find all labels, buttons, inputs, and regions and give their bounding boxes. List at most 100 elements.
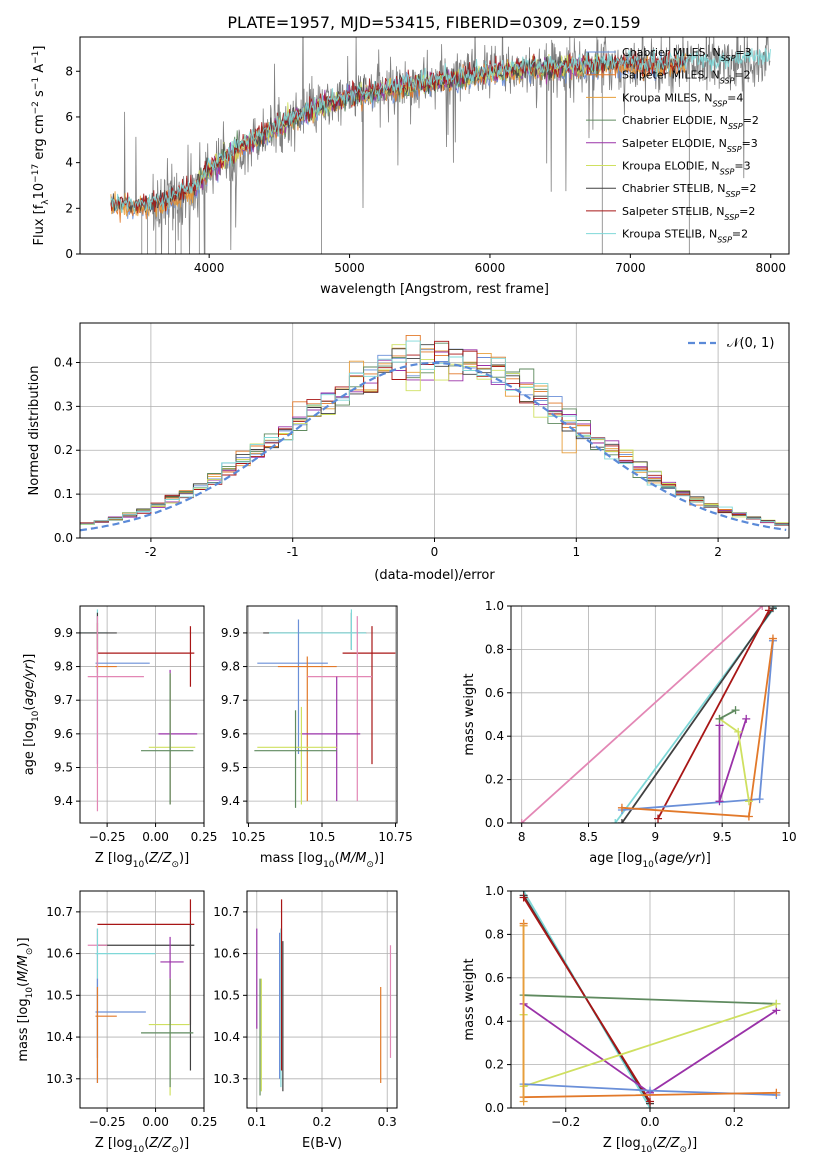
y-tick-label: 10.3 (213, 1072, 240, 1086)
axes-frame (79, 890, 205, 1109)
legend-entry: Salpeter STELIB, NSSP=2 (622, 205, 755, 222)
x-tick-label: −0.25 (89, 1115, 126, 1129)
panel-mass_weight_vs_age: 8 8.5 9 9.5 10 0.0 0.2 0.4 0.6 0.8 1.0 mass weight a… (462, 599, 797, 870)
x-tick-label: 1 (572, 545, 580, 559)
series-salpeter_stelib (654, 606, 773, 823)
y-tick-label: 10.5 (46, 988, 73, 1002)
series-marker (772, 1088, 781, 1097)
y-tick-label: 0.6 (485, 971, 504, 985)
series-marker (742, 714, 751, 723)
x-tick-label: 5000 (334, 261, 365, 275)
legend-entry: Salpeter ELODIE, NSSP=3 (622, 137, 758, 154)
y-tick-label: 6 (65, 110, 73, 124)
series-line (522, 897, 651, 1102)
y-tick-label: 10.7 (46, 905, 73, 919)
x-tick-label: 9 (652, 830, 660, 844)
y-tick-label: 0.2 (485, 773, 504, 787)
panel-age_vs_Z: −0.25 0.00 0.25 9.4 9.5 9.6 9.7 9.8 9.9 Z [log10(… (22, 605, 218, 870)
y-tick-label: 0.0 (485, 1101, 504, 1115)
figure-title: PLATE=1957, MJD=53415, FIBERID=0309, z=0… (227, 13, 640, 32)
normal-curve (80, 361, 787, 532)
y-tick-label: 9.6 (54, 727, 73, 741)
series-marker (744, 797, 753, 806)
plot-area (254, 609, 396, 808)
x-axis-label: Z [log10(Z/Z⊙)] (603, 1136, 697, 1155)
x-tick-label: 0.25 (191, 1115, 218, 1129)
series-marker (519, 1097, 528, 1106)
legend-entry: Kroupa ELODIE, NSSP=3 (622, 160, 751, 177)
y-axis-label: Normed distribution (27, 366, 42, 496)
series-marker (744, 812, 753, 821)
series-pink (517, 606, 767, 823)
legend-entry: Kroupa STELIB, NSSP=2 (622, 228, 748, 245)
panel-residuals: -2 -1 0 1 2 0.0 0.1 0.2 0.3 0.4 (data-model)/error… (27, 322, 790, 583)
panel-mass_weight_vs_Z: −0.2 0.0 0.2 0.0 0.2 0.4 0.6 0.8 1.0 mass weight Z… (462, 884, 790, 1155)
plot-area (517, 606, 780, 823)
errorbar-point (257, 619, 328, 755)
x-axis-label: wavelength [Angstrom, rest frame] (320, 282, 549, 297)
y-tick-label: 9.6 (221, 727, 240, 741)
series-salpeter_elodie (715, 714, 751, 806)
series-marker (611, 819, 620, 823)
y-tick-label: 8 (65, 64, 73, 78)
x-tick-label: 6000 (475, 261, 506, 275)
y-tick-label: 9.7 (54, 693, 73, 707)
series-marker (646, 1086, 654, 1095)
series-line (523, 994, 777, 1005)
x-tick-label: 0.0 (640, 1115, 659, 1129)
x-tick-label: 4000 (194, 261, 225, 275)
series-marker (731, 706, 740, 715)
x-tick-label: 0.2 (725, 1115, 744, 1129)
series-marker (519, 921, 528, 930)
plot-area (256, 899, 392, 1096)
y-tick-label: 0.8 (485, 642, 504, 656)
series-marker (764, 606, 773, 615)
x-tick-label: 0.00 (142, 1115, 169, 1129)
series-marker (617, 819, 626, 823)
x-tick-label: 0.25 (191, 830, 218, 844)
y-tick-label: 0.0 (485, 816, 504, 830)
plot-area (87, 899, 195, 1096)
legend-entry: Chabrier MILES, NSSP=3 (622, 46, 752, 63)
x-tick-label: 8.5 (579, 830, 598, 844)
y-tick-label: 10.5 (213, 988, 240, 1002)
y-axis-label: age [log10(age/yr)] (22, 654, 41, 776)
axes-frame (79, 605, 205, 824)
x-tick-label: −0.2 (551, 1115, 580, 1129)
x-tick-label: 10.75 (378, 830, 412, 844)
panel-mass_vs_Z: −0.25 0.00 0.25 10.3 10.4 10.5 10.6 10.7 Z [log1… (16, 890, 218, 1155)
legend-entry: Chabrier ELODIE, NSSP=2 (622, 114, 759, 131)
errorbar-point (307, 616, 372, 802)
series-line (657, 609, 770, 820)
x-tick-label: -2 (145, 545, 157, 559)
errorbar-point (254, 710, 337, 808)
plot-area (80, 334, 789, 532)
errorbar-point (141, 978, 194, 1088)
series-marker (772, 999, 781, 1008)
y-tick-label: 10.7 (213, 905, 240, 919)
panel-age_vs_mass: 10.25 10.5 10.75 9.4 9.5 9.6 9.7 9.8 9.9 mass [lo… (221, 605, 413, 870)
x-tick-label: 0 (431, 545, 439, 559)
y-tick-label: 1.0 (485, 884, 504, 898)
errorbar-point (277, 656, 337, 802)
series-line (521, 606, 763, 823)
x-tick-label: 8000 (755, 261, 786, 275)
y-tick-label: 1.0 (485, 599, 504, 613)
legend: 𝒩(0, 1) (688, 336, 774, 351)
y-tick-label: 9.7 (221, 693, 240, 707)
x-tick-label: 0.00 (142, 830, 169, 844)
y-tick-label: 0.6 (485, 686, 504, 700)
y-tick-label: 0.4 (485, 1014, 504, 1028)
errorbar-point (342, 626, 396, 765)
series-marker (755, 795, 764, 804)
errorbar-point (301, 676, 361, 802)
series-marker (517, 819, 526, 823)
x-tick-label: −0.25 (89, 830, 126, 844)
y-tick-label: 0.2 (54, 443, 73, 457)
y-tick-label: 0.8 (485, 927, 504, 941)
y-tick-label: 0 (65, 247, 73, 261)
series-marker (654, 814, 663, 823)
y-tick-label: 10.6 (46, 947, 73, 961)
series-marker (758, 606, 767, 610)
series-salpeter_stelib (519, 893, 654, 1106)
